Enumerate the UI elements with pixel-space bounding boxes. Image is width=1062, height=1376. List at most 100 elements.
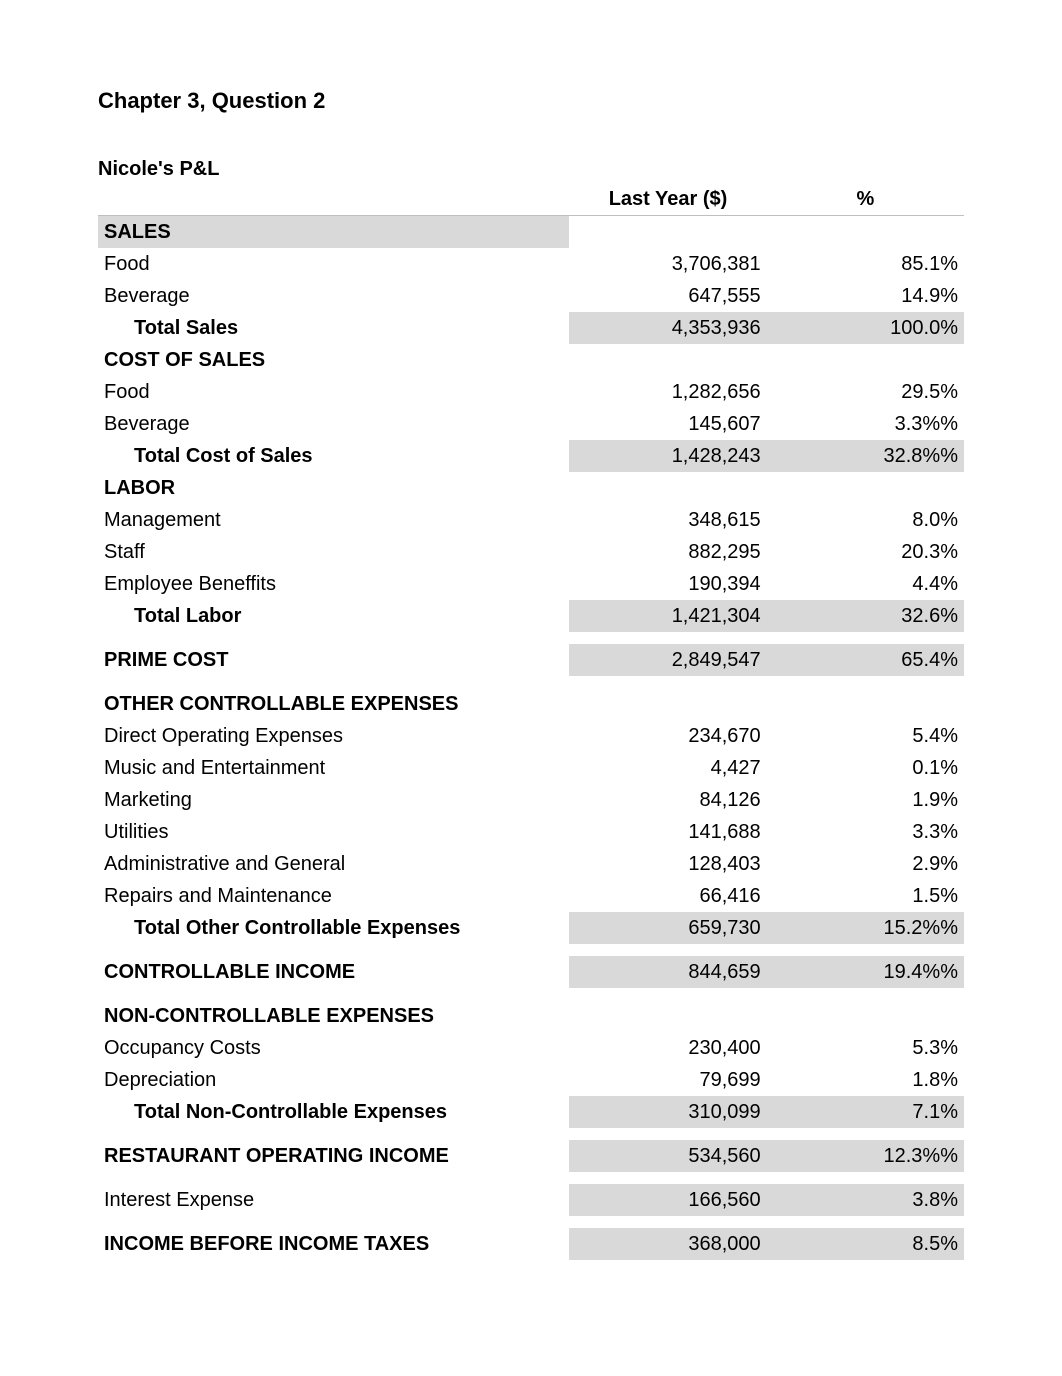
row-pct: 2.9%: [767, 848, 964, 880]
row-amount: 4,353,936: [569, 312, 766, 344]
row-amount: 145,607: [569, 408, 766, 440]
row-pct: 29.5%: [767, 376, 964, 408]
chapter-title: Chapter 3, Question 2: [98, 88, 964, 114]
row-label: Repairs and Maintenance: [98, 880, 569, 912]
row-label: Interest Expense: [98, 1184, 569, 1216]
table-row: Management348,6158.0%: [98, 504, 964, 536]
row-label: Administrative and General: [98, 848, 569, 880]
table-row: Food1,282,65629.5%: [98, 376, 964, 408]
row-label: Beverage: [98, 280, 569, 312]
total-row: Total Other Controllable Expenses659,730…: [98, 912, 964, 944]
section-cos: COST OF SALES: [98, 344, 569, 376]
row-pct: 8.0%: [767, 504, 964, 536]
row-label: Occupancy Costs: [98, 1032, 569, 1064]
total-row: Total Labor1,421,30432.6%: [98, 600, 964, 632]
row-label: Staff: [98, 536, 569, 568]
row-amount: 84,126: [569, 784, 766, 816]
table-row: Occupancy Costs230,4005.3%: [98, 1032, 964, 1064]
header-percent: %: [767, 183, 964, 216]
table-row: Beverage145,6073.3%%: [98, 408, 964, 440]
row-pct: 8.5%: [767, 1228, 964, 1260]
row-label: Employee Beneffits: [98, 568, 569, 600]
row-label: INCOME BEFORE INCOME TAXES: [98, 1228, 569, 1260]
section-sales: SALES: [98, 216, 569, 249]
row-pct: 32.6%: [767, 600, 964, 632]
row-pct: 0.1%: [767, 752, 964, 784]
row-pct: 7.1%: [767, 1096, 964, 1128]
row-label: Management: [98, 504, 569, 536]
table-row: Utilities141,6883.3%: [98, 816, 964, 848]
section-other: OTHER CONTROLLABLE EXPENSES: [98, 688, 569, 720]
row-label: Utilities: [98, 816, 569, 848]
table-row: Beverage647,55514.9%: [98, 280, 964, 312]
row-label: Food: [98, 248, 569, 280]
row-pct: 19.4%%: [767, 956, 964, 988]
row-pct: 20.3%: [767, 536, 964, 568]
row-label: Beverage: [98, 408, 569, 440]
row-amount: 647,555: [569, 280, 766, 312]
row-amount: 79,699: [569, 1064, 766, 1096]
operating-income-row: RESTAURANT OPERATING INCOME534,56012.3%%: [98, 1140, 964, 1172]
table-row: Staff882,29520.3%: [98, 536, 964, 568]
row-pct: 32.8%%: [767, 440, 964, 472]
row-pct: 3.3%: [767, 816, 964, 848]
row-pct: 5.4%: [767, 720, 964, 752]
income-before-tax-row: INCOME BEFORE INCOME TAXES368,0008.5%: [98, 1228, 964, 1260]
row-pct: 4.4%: [767, 568, 964, 600]
row-pct: 12.3%%: [767, 1140, 964, 1172]
table-row: Music and Entertainment4,4270.1%: [98, 752, 964, 784]
row-pct: 100.0%: [767, 312, 964, 344]
total-row: Total Sales4,353,936100.0%: [98, 312, 964, 344]
header-blank: [98, 183, 569, 216]
row-amount: 1,428,243: [569, 440, 766, 472]
row-amount: 166,560: [569, 1184, 766, 1216]
row-label: Total Non-Controllable Expenses: [98, 1096, 569, 1128]
row-amount: 348,615: [569, 504, 766, 536]
row-pct: 1.9%: [767, 784, 964, 816]
total-row: Total Cost of Sales1,428,24332.8%%: [98, 440, 964, 472]
row-amount: 2,849,547: [569, 644, 766, 676]
row-amount: 882,295: [569, 536, 766, 568]
row-amount: 368,000: [569, 1228, 766, 1260]
section-labor: LABOR: [98, 472, 569, 504]
row-pct: 5.3%: [767, 1032, 964, 1064]
row-pct: 1.5%: [767, 880, 964, 912]
row-amount: 534,560: [569, 1140, 766, 1172]
row-amount: 1,282,656: [569, 376, 766, 408]
total-row: Total Non-Controllable Expenses310,0997.…: [98, 1096, 964, 1128]
row-amount: 230,400: [569, 1032, 766, 1064]
row-amount: 66,416: [569, 880, 766, 912]
table-row: Food3,706,38185.1%: [98, 248, 964, 280]
table-row: Depreciation79,6991.8%: [98, 1064, 964, 1096]
row-pct: 1.8%: [767, 1064, 964, 1096]
row-label: Total Cost of Sales: [98, 440, 569, 472]
row-amount: 141,688: [569, 816, 766, 848]
row-label: Total Other Controllable Expenses: [98, 912, 569, 944]
table-subtitle: Nicole's P&L: [98, 158, 964, 181]
row-label: Music and Entertainment: [98, 752, 569, 784]
row-label: PRIME COST: [98, 644, 569, 676]
row-label: Total Sales: [98, 312, 569, 344]
row-label: CONTROLLABLE INCOME: [98, 956, 569, 988]
row-label: Depreciation: [98, 1064, 569, 1096]
table-row: Direct Operating Expenses234,6705.4%: [98, 720, 964, 752]
prime-cost-row: PRIME COST2,849,54765.4%: [98, 644, 964, 676]
row-amount: 128,403: [569, 848, 766, 880]
table-row: Employee Beneffits190,3944.4%: [98, 568, 964, 600]
row-pct: 3.3%%: [767, 408, 964, 440]
row-amount: 844,659: [569, 956, 766, 988]
row-label: Marketing: [98, 784, 569, 816]
row-amount: 234,670: [569, 720, 766, 752]
row-label: Total Labor: [98, 600, 569, 632]
pl-table: Last Year ($) % SALES Food3,706,38185.1%…: [98, 183, 964, 1272]
row-amount: 659,730: [569, 912, 766, 944]
row-pct: 14.9%: [767, 280, 964, 312]
row-amount: 4,427: [569, 752, 766, 784]
row-label: RESTAURANT OPERATING INCOME: [98, 1140, 569, 1172]
table-row: Repairs and Maintenance66,4161.5%: [98, 880, 964, 912]
row-amount: 310,099: [569, 1096, 766, 1128]
row-amount: 190,394: [569, 568, 766, 600]
controllable-income-row: CONTROLLABLE INCOME844,65919.4%%: [98, 956, 964, 988]
section-nonctrl: NON-CONTROLLABLE EXPENSES: [98, 1000, 569, 1032]
row-pct: 65.4%: [767, 644, 964, 676]
